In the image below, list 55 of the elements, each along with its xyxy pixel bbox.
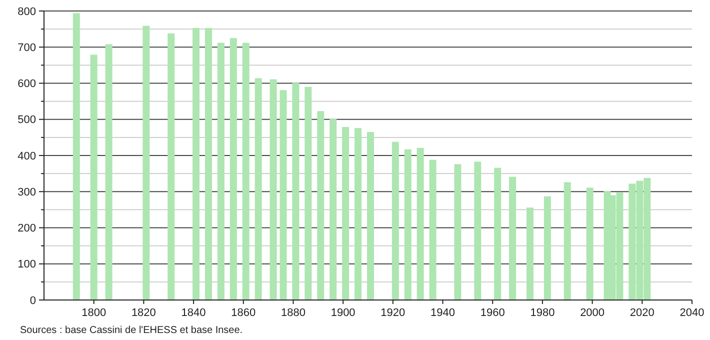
x-tick-label: 1820: [131, 307, 156, 319]
y-tick-label: 600: [18, 78, 36, 90]
bar: [526, 208, 534, 300]
bar: [494, 168, 502, 300]
bar: [366, 132, 374, 300]
bar: [544, 196, 551, 300]
bar: [404, 149, 412, 300]
bar: [304, 86, 312, 300]
bar: [342, 126, 350, 300]
bar: [105, 44, 112, 300]
y-tick-label: 0: [30, 294, 36, 307]
y-tick-label: 300: [18, 186, 36, 198]
source-note: Sources : base Cassini de l'EHESS et base Insee.: [20, 325, 243, 336]
y-tick-label: 200: [18, 222, 36, 235]
y-tick-label: 700: [18, 42, 36, 54]
bar: [72, 13, 80, 300]
bar: [242, 42, 250, 300]
x-tick-label: 2000: [580, 307, 605, 319]
bar: [292, 82, 300, 300]
bar: [416, 148, 424, 300]
bar: [586, 188, 594, 300]
bar: [564, 182, 571, 300]
bar: [168, 33, 175, 300]
y-tick-label: 100: [18, 258, 36, 271]
x-tick-label: 1980: [530, 307, 555, 319]
bar: [317, 111, 324, 300]
x-tick-label: 2020: [630, 307, 654, 319]
x-tick-label: 1920: [380, 307, 406, 319]
bar: [280, 90, 287, 300]
x-tick-label: 1960: [480, 307, 505, 319]
x-tick-label: 1880: [280, 307, 306, 319]
bar: [454, 164, 462, 300]
bar: [270, 79, 277, 300]
bar: [192, 28, 200, 300]
x-tick-label: 1860: [231, 307, 256, 319]
bar: [204, 28, 212, 300]
bar: [217, 42, 224, 300]
bar: [330, 119, 337, 300]
y-tick-label: 800: [18, 6, 36, 18]
bar: [254, 78, 262, 300]
bar: [230, 38, 237, 300]
bar: [392, 142, 399, 300]
bar: [474, 162, 482, 300]
bar: [429, 160, 436, 300]
bar: [509, 176, 516, 300]
x-tick-label: 1900: [330, 307, 356, 319]
y-tick-label: 500: [18, 114, 36, 126]
x-tick-label: 2040: [680, 307, 704, 319]
bar: [354, 128, 362, 300]
x-tick-label: 1800: [82, 307, 106, 319]
bar: [90, 54, 98, 300]
x-tick-label: 1940: [430, 307, 456, 319]
bar: [142, 26, 150, 300]
y-tick-label: 400: [18, 150, 36, 162]
x-tick-label: 1840: [181, 307, 206, 319]
